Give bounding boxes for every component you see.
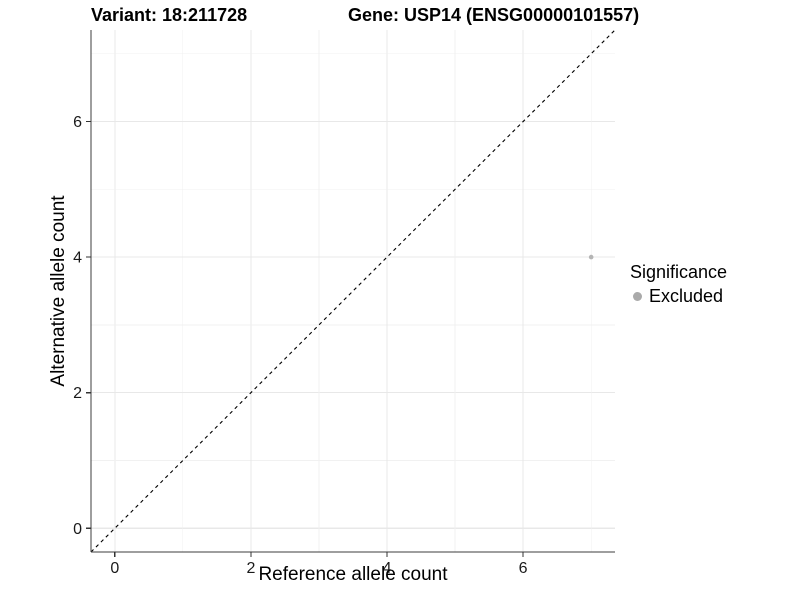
y-tick-label: 2 xyxy=(73,385,82,402)
plot-panel: 0 0 2 2 4 4 6 6 xyxy=(73,29,616,577)
x-tick-label: 2 xyxy=(246,560,255,577)
identity-line xyxy=(90,29,616,553)
legend-title: Significance xyxy=(630,262,728,282)
legend: Significance Excluded xyxy=(630,262,727,307)
y-tick-label: 4 xyxy=(73,250,82,267)
chart-canvas: 0 0 2 2 4 4 6 6 xyxy=(73,29,616,577)
y-tick-label: 6 xyxy=(73,114,82,131)
legend-item-label: Excluded xyxy=(649,286,724,306)
x-axis-title: Reference allele count xyxy=(258,564,448,585)
plot-title-gene: Gene: USP14 (ENSG00000101557) xyxy=(348,5,640,25)
legend-point-icon xyxy=(633,292,642,301)
data-point xyxy=(588,254,594,260)
x-tick-label: 6 xyxy=(519,560,528,577)
x-tick-label: 4 xyxy=(383,560,392,577)
y-tick-label: 0 xyxy=(73,521,82,538)
x-tick-label: 0 xyxy=(110,560,119,577)
legend-item-excluded: Excluded xyxy=(630,286,727,307)
y-axis-title: Alternative allele count xyxy=(48,195,69,387)
plot-title-variant: Variant: 18:211728 xyxy=(91,5,248,25)
